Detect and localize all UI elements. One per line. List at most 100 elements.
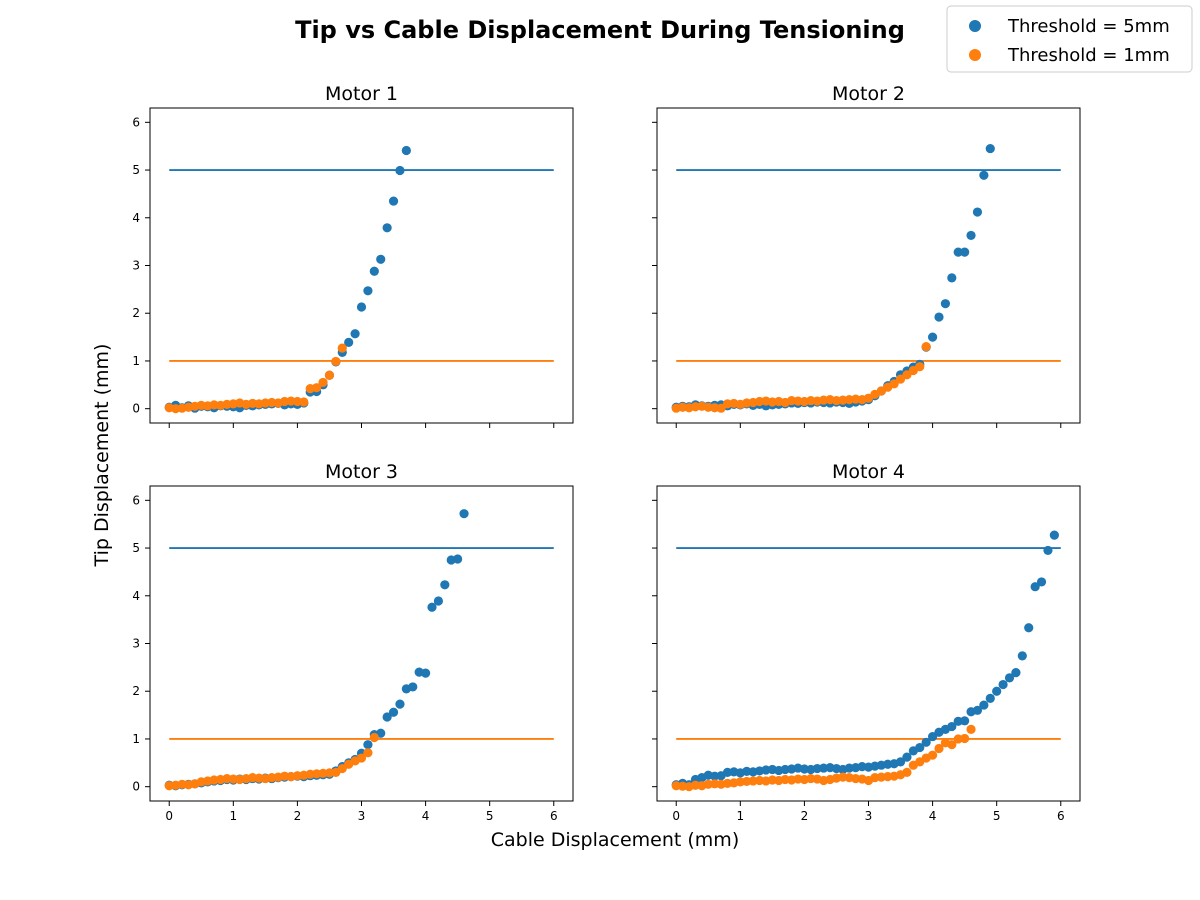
y-tick-label: 1 xyxy=(132,732,140,746)
legend-label-5mm: Threshold = 5mm xyxy=(1007,16,1170,37)
x-tick-label: 3 xyxy=(865,809,873,823)
point-1mm xyxy=(927,750,938,760)
subplot-motor-3: Motor 3 0 1 2 3 4 5 6 0 1 2 3 4 5 6 xyxy=(132,461,574,823)
x-tick-label: 1 xyxy=(736,809,744,823)
y-tick-label: 0 xyxy=(132,402,140,416)
subplot-title: Motor 4 xyxy=(832,461,905,483)
point-5mm xyxy=(998,679,1008,690)
point-1mm xyxy=(356,753,367,763)
point-5mm xyxy=(1030,582,1040,592)
point-5mm xyxy=(921,737,931,747)
point-5mm xyxy=(382,223,392,233)
legend-marker-1mm xyxy=(969,49,981,61)
point-1mm xyxy=(960,733,970,744)
point-5mm xyxy=(350,329,360,339)
point-5mm xyxy=(985,143,995,154)
point-5mm xyxy=(940,299,951,309)
point-5mm xyxy=(972,705,983,715)
point-1mm xyxy=(299,397,309,407)
y-tick-label: 4 xyxy=(132,211,140,225)
point-5mm xyxy=(382,712,392,722)
point-5mm xyxy=(985,693,995,703)
point-5mm xyxy=(927,332,938,342)
point-5mm xyxy=(459,509,469,519)
point-1mm xyxy=(324,370,335,380)
legend: Threshold = 5mm Threshold = 1mm xyxy=(946,5,1193,73)
x-tick-label: 6 xyxy=(550,809,558,823)
point-1mm xyxy=(312,383,322,393)
point-5mm xyxy=(979,170,989,180)
point-1mm xyxy=(318,377,328,388)
x-tick-label: 4 xyxy=(929,809,937,823)
subplot-motor-4: Motor 4 0 1 2 3 4 5 6 xyxy=(652,461,1081,823)
legend-label-1mm: Threshold = 1mm xyxy=(1007,45,1170,66)
legend-marker-5mm xyxy=(969,20,981,32)
point-5mm xyxy=(992,686,1002,696)
point-5mm xyxy=(401,145,411,156)
point-5mm xyxy=(947,721,957,732)
subplot-motor-2: Motor 2 xyxy=(652,83,1081,428)
point-5mm xyxy=(1024,623,1034,633)
x-tick-label: 0 xyxy=(672,809,680,823)
point-5mm xyxy=(344,337,354,347)
x-tick-label: 2 xyxy=(801,809,809,823)
point-1mm xyxy=(915,362,925,372)
point-5mm xyxy=(395,699,405,709)
point-1mm xyxy=(331,356,341,367)
y-tick-label: 2 xyxy=(132,684,140,698)
point-1mm xyxy=(889,379,899,389)
point-5mm xyxy=(966,230,976,241)
point-1mm xyxy=(966,724,976,735)
y-tick-label: 4 xyxy=(132,589,140,603)
x-axis-label: Cable Displacement (mm) xyxy=(491,829,739,851)
point-5mm xyxy=(420,668,431,678)
point-5mm xyxy=(895,757,906,767)
point-1mm xyxy=(369,732,379,743)
point-1mm xyxy=(902,767,912,777)
point-5mm xyxy=(1036,577,1047,587)
y-tick-label: 3 xyxy=(132,259,140,273)
y-tick-label: 1 xyxy=(132,354,140,368)
point-5mm xyxy=(440,580,450,590)
point-1mm xyxy=(934,743,944,754)
point-5mm xyxy=(1043,545,1053,556)
x-tick-label: 5 xyxy=(486,809,494,823)
y-tick-label: 0 xyxy=(132,780,140,794)
y-axis-label: Tip Displacement (mm) xyxy=(91,344,113,568)
point-5mm xyxy=(934,312,944,322)
x-tick-label: 5 xyxy=(993,809,1001,823)
subplot-grid: Motor 1 0 1 2 3 4 5 6 Motor 2 Motor 3 0 1 2 3 4 5 6 0 1 2 3 4… xyxy=(132,83,1081,823)
x-tick-label: 2 xyxy=(294,809,302,823)
legend-frame xyxy=(946,5,1193,73)
y-tick-label: 6 xyxy=(132,493,140,507)
x-tick-label: 6 xyxy=(1057,809,1065,823)
point-5mm xyxy=(960,247,970,257)
point-5mm xyxy=(363,286,373,296)
y-tick-label: 3 xyxy=(132,637,140,651)
point-5mm xyxy=(960,716,970,726)
point-5mm xyxy=(388,196,399,206)
point-5mm xyxy=(972,207,983,217)
point-5mm xyxy=(1017,651,1027,661)
point-5mm xyxy=(408,682,418,692)
point-5mm xyxy=(1004,673,1015,683)
point-5mm xyxy=(915,742,925,753)
point-5mm xyxy=(427,602,437,612)
subplot-title: Motor 1 xyxy=(325,83,398,105)
point-5mm xyxy=(947,273,957,283)
point-5mm xyxy=(902,752,912,762)
point-5mm xyxy=(979,700,989,710)
point-5mm xyxy=(1049,530,1059,540)
subplot-title: Motor 3 xyxy=(325,461,398,483)
figure-title: Tip vs Cable Displacement During Tension… xyxy=(295,16,905,44)
point-5mm xyxy=(388,707,399,717)
y-tick-label: 5 xyxy=(132,163,140,177)
point-5mm xyxy=(433,596,444,606)
x-tick-label: 1 xyxy=(229,809,237,823)
point-1mm xyxy=(337,343,347,353)
x-tick-label: 0 xyxy=(165,809,173,823)
point-5mm xyxy=(376,254,386,264)
subplot-motor-1: Motor 1 0 1 2 3 4 5 6 xyxy=(132,83,574,428)
